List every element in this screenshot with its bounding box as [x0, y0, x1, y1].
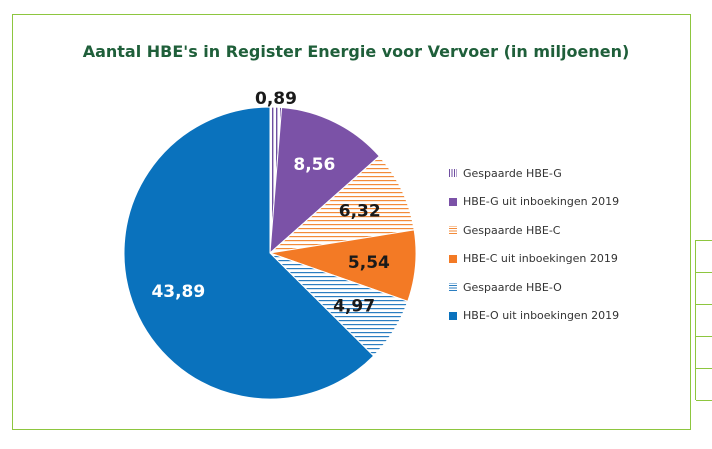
pie-data-label-6: 43,89 — [151, 282, 205, 302]
legend-label: HBE-C uit inboekingen 2019 — [463, 252, 618, 266]
legend-item-4: HBE-C uit inboekingen 2019 — [449, 245, 699, 274]
pie-data-label-1: 0,89 — [255, 89, 297, 109]
legend-item-1: Gespaarde HBE-G — [449, 159, 699, 188]
right-edge-ticks — [695, 240, 712, 401]
legend-item-6: HBE-O uit inboekingen 2019 — [449, 302, 699, 331]
legend-swatch — [449, 311, 457, 320]
legend-item-3: Gespaarde HBE-C — [449, 216, 699, 245]
legend-label: Gespaarde HBE-C — [463, 223, 561, 237]
legend-label: HBE-G uit inboekingen 2019 — [463, 195, 620, 209]
pie-data-label-4: 5,54 — [348, 253, 390, 273]
chart-legend: Gespaarde HBE-G HBE-G uit inboekingen 201… — [449, 159, 699, 330]
legend-swatch — [449, 169, 457, 178]
pie-data-label-2: 8,56 — [293, 155, 335, 175]
legend-label: HBE-O uit inboekingen 2019 — [463, 309, 620, 323]
pie-slice-3 — [268, 155, 415, 254]
legend-swatch — [449, 226, 457, 235]
chart-title: Aantal HBE's in Register Energie voor Ve… — [82, 42, 630, 61]
legend-swatch — [449, 254, 457, 263]
legend-item-2: HBE-G uit inboekingen 2019 — [449, 188, 699, 217]
pie-slice-6 — [123, 106, 375, 400]
legend-swatch — [449, 197, 457, 206]
pie-data-label-5: 4,97 — [333, 297, 375, 317]
legend-label: Gespaarde HBE-O — [463, 280, 562, 294]
pie-slice-2 — [269, 106, 381, 255]
legend-item-5: Gespaarde HBE-O — [449, 273, 699, 302]
legend-swatch — [449, 283, 457, 292]
legend-label: Gespaarde HBE-G — [463, 166, 562, 180]
pie-data-label-3: 6,32 — [339, 202, 381, 222]
